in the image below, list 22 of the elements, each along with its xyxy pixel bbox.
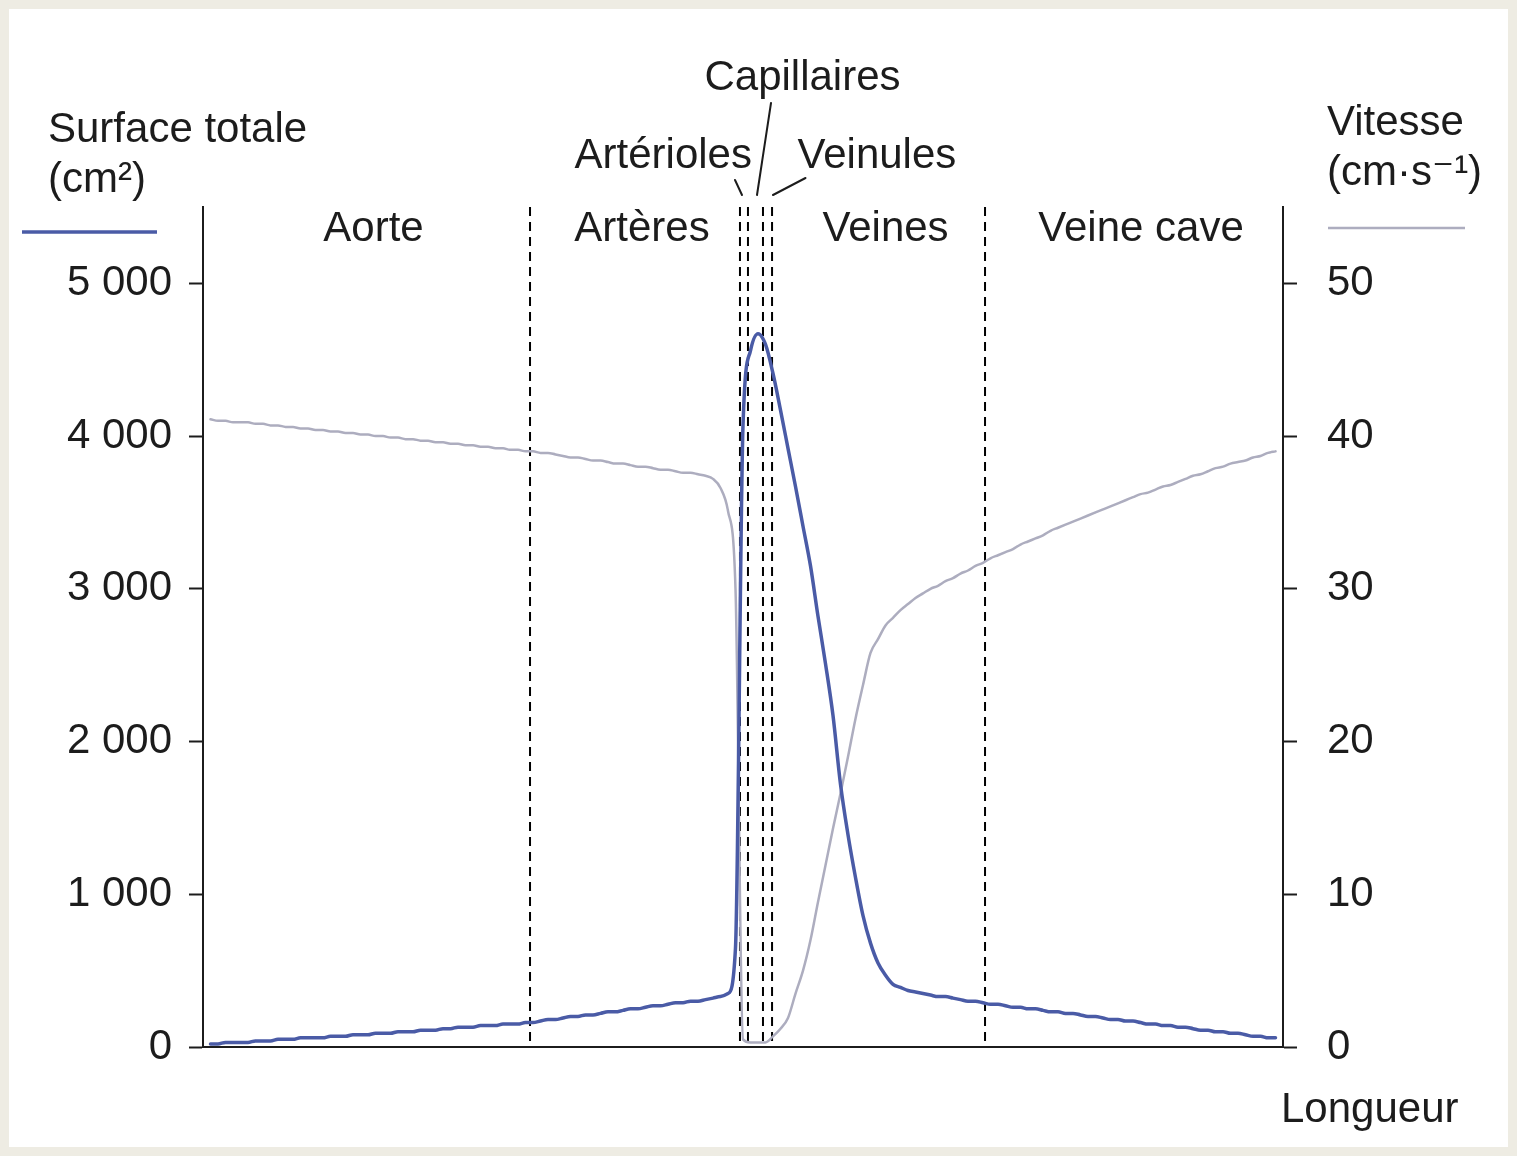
y2-tick-label: 30 — [1327, 562, 1374, 610]
x-axis-title: Longueur — [1281, 1084, 1459, 1131]
text: Capillaires — [704, 52, 901, 99]
y-tick-label: 0 — [148, 1020, 172, 1068]
y-tick-label: 2 000 — [66, 715, 172, 763]
y2-tick-label: 20 — [1327, 715, 1374, 763]
text: Veinules — [797, 130, 957, 177]
y2-tick-label: 10 — [1327, 867, 1374, 915]
annotation: Artères — [574, 203, 710, 250]
annotation: Veines — [822, 203, 949, 250]
y2-tick-label: 40 — [1327, 409, 1374, 457]
y2-axis-title: Vitesse (cm·s⁻¹) — [1327, 97, 1483, 194]
y-tick-label: 3 000 — [66, 562, 172, 610]
y-tick-label: 4 000 — [66, 409, 172, 457]
annotation: Aorte — [323, 203, 424, 250]
y-axis-title: Surface totale (cm²) — [48, 104, 308, 201]
y-tick-label: 1 000 — [66, 867, 172, 915]
y2-tick-label: 0 — [1327, 1020, 1351, 1068]
annotation: Veine cave — [1038, 203, 1244, 250]
y-tick-label: 5 000 — [66, 256, 172, 304]
text: Artérioles — [574, 130, 752, 177]
y2-tick-label: 50 — [1327, 256, 1374, 304]
